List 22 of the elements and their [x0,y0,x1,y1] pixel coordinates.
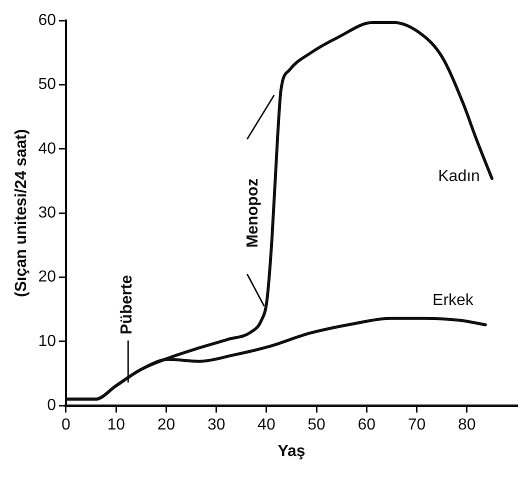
annotation: Menopoz [244,178,262,248]
series-label: Erkek [432,292,474,310]
x-tick-label: 0 [62,416,71,434]
x-axis-title: Yaş [278,442,306,460]
y-axis-title: (Sıçan unitesi/24 saat) [13,129,30,298]
x-tick-label: 60 [358,416,376,434]
y-tick-label: 60 [38,12,56,30]
y-tick-label: 30 [38,204,56,222]
series-label: Kadın [438,168,480,185]
x-tick-label: 80 [458,416,476,434]
x-tick-label: 70 [408,416,426,434]
y-tick-label: 10 [38,332,56,350]
x-tick-label: 30 [207,416,226,434]
x-tick-label: 20 [157,416,176,434]
x-tick-label: 40 [258,416,276,434]
annotation: Püberte [118,274,136,334]
y-tick-label: 0 [47,397,56,414]
y-tick-label: 50 [38,76,56,94]
y-tick-label: 20 [38,268,56,286]
x-tick-label: 10 [107,416,126,434]
x-tick-label: 50 [308,416,326,434]
y-tick-label: 40 [38,140,56,158]
